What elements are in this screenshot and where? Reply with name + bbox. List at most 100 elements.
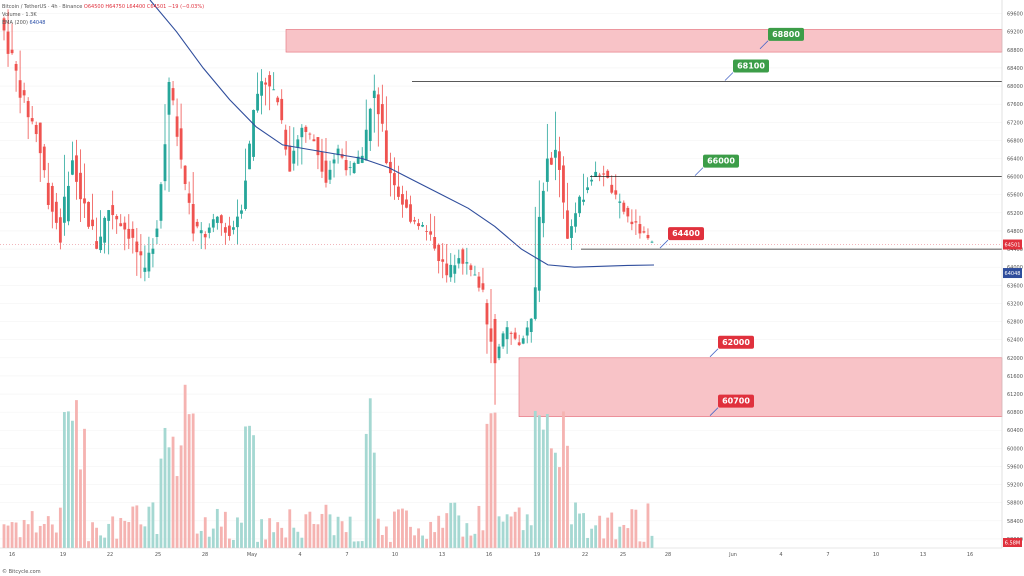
candle-body (119, 223, 123, 227)
volume-bar (219, 526, 223, 548)
candle-body (38, 122, 42, 154)
candle-body (537, 216, 541, 291)
candle-body (2, 18, 6, 31)
x-tick-label: 13 (920, 552, 926, 558)
candle-body (22, 90, 26, 96)
candle-body (155, 228, 159, 237)
y-tick-label: 69200 (1007, 30, 1023, 36)
volume-bar (413, 535, 416, 548)
volume-bar (469, 535, 473, 548)
volume-bar (83, 428, 86, 548)
candle-body (638, 224, 642, 234)
candle-body (195, 221, 199, 227)
volume-bar (42, 523, 46, 548)
volume-bar (332, 535, 336, 548)
volume-legend-text: Volume · 1.3K (2, 12, 37, 18)
volume-bar (195, 533, 199, 548)
volume-bar (405, 510, 408, 548)
volume-bar (477, 505, 481, 548)
volume-bar (397, 509, 400, 548)
x-tick-label: 19 (534, 552, 540, 558)
badge-64400 (668, 227, 704, 241)
y-tick-label: 62000 (1007, 356, 1023, 362)
candle-body (6, 31, 10, 54)
badge-62000 (718, 335, 754, 349)
candle-body (324, 160, 328, 183)
badge-pointer (709, 407, 719, 416)
candle-body (227, 225, 231, 236)
volume-bar (590, 528, 594, 548)
volume-bar (388, 541, 392, 548)
volume-bar (356, 541, 360, 548)
ohlc-low: L64400 (126, 4, 146, 10)
volume-bar (461, 536, 465, 548)
volume-bar (320, 513, 324, 548)
volume-bar (46, 516, 50, 548)
level-badges: 68800 68100 66000 64400 62000 60700 (659, 27, 804, 416)
y-tick-label: 58800 (1007, 501, 1023, 507)
time-axis[interactable]: 16 19 22 25 28 May 4 7 10 13 16 19 22 25 28 Jun 4 7 10 13 16 (0, 547, 1002, 558)
candle-body (372, 90, 376, 99)
volume-bar (437, 515, 441, 548)
volume-bar (533, 410, 537, 548)
candle-body (509, 332, 513, 334)
candle-body (252, 109, 255, 157)
candle-body (622, 202, 626, 212)
badge-text-64400: 64400 (672, 229, 700, 238)
candle-body (219, 215, 223, 224)
volume-bar (610, 512, 614, 548)
volume-bar (58, 507, 62, 548)
candle-body (276, 97, 280, 103)
x-tick-label: 25 (620, 552, 626, 558)
ema-legend: EMA (200) 64048 (2, 20, 45, 27)
y-tick-label: 66400 (1007, 157, 1023, 163)
y-tick-label: 62400 (1007, 338, 1023, 344)
y-tick-label: 62800 (1007, 320, 1023, 326)
volume-bar (618, 526, 622, 548)
candle-body (111, 205, 115, 216)
candle-body (91, 219, 94, 227)
candle-body (268, 75, 272, 87)
price-axis[interactable]: 69600 69200 68800 68400 68000 67600 67200 66800… (1001, 0, 1023, 548)
candle-body (127, 228, 131, 239)
y-tick-label: 66800 (1007, 138, 1023, 144)
volume-bar (191, 413, 195, 548)
volume-bar (14, 522, 18, 548)
volume-bar (2, 524, 6, 548)
volume-bar (529, 525, 533, 548)
badge-60700 (718, 394, 754, 408)
candle-body (513, 332, 517, 339)
candle-body (553, 149, 557, 158)
volume-bar (10, 522, 14, 548)
volume-bar (489, 413, 493, 548)
candle-body (594, 171, 598, 177)
candle-body (477, 276, 481, 288)
volume-bar (151, 502, 155, 548)
volume-bar (71, 420, 74, 548)
candle-body (123, 222, 127, 230)
candle-body (473, 274, 477, 276)
candle-body (618, 201, 622, 203)
candle-body (42, 146, 46, 171)
candle-body (397, 186, 400, 197)
candle-body (505, 327, 509, 340)
volume-bar (159, 458, 163, 548)
candle-body (521, 338, 525, 344)
volume-bar (292, 527, 296, 548)
candle-body (46, 182, 50, 205)
candle-body (562, 165, 565, 203)
volume-bar (340, 521, 344, 548)
candle-body (457, 258, 461, 264)
candle-body (87, 201, 90, 227)
zone-68800 (285, 29, 1003, 53)
volume-bar (232, 539, 235, 548)
candle-body (545, 158, 549, 182)
y-tick-label: 60400 (1007, 428, 1023, 434)
candle-body (183, 165, 187, 185)
volume-bar (211, 528, 215, 548)
support-resistance-zones (285, 29, 1003, 417)
candle-body (610, 184, 614, 193)
bottom-badge-text: 6.58M (1005, 541, 1020, 547)
candle-body (489, 328, 493, 342)
